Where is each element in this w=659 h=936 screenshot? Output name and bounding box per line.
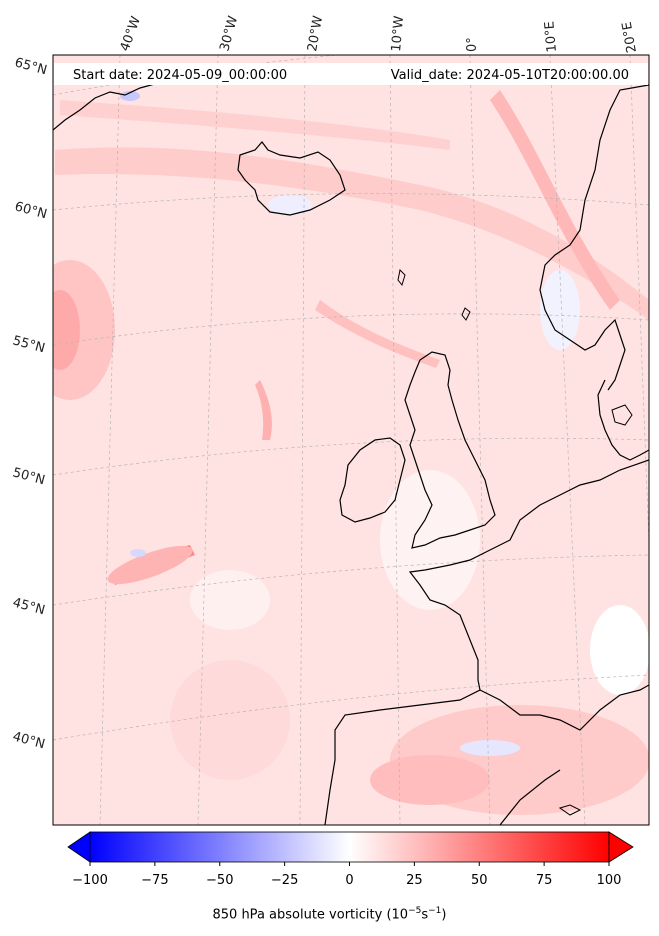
colorbar: −100 −75 −50 −25 0 25 50 75 100 [67,831,634,888]
lon-label: 0° [465,37,480,52]
lon-label: 20°W [305,15,326,53]
longitude-labels: 40°W 30°W 20°W 10°W 0° 10°E 20°E [118,14,640,54]
ireland-coast [339,437,406,523]
latitude-labels: 65°N 60°N 55°N 50°N 45°N 40°N [11,55,49,752]
graticule [53,55,649,825]
colorbar-label-mid: s [421,907,429,923]
lat-label: 50°N [11,465,47,488]
colorbar-tick-label: 50 [471,873,488,888]
map-frame [52,54,650,826]
colorbar-tick-label: 75 [536,873,553,888]
colorbar-tick-label: −25 [271,873,298,888]
lon-label: 20°E [620,21,640,54]
lat-label: 65°N [13,55,49,78]
colorbar-tick-label: 0 [345,873,353,888]
colorbar-tick-label: −75 [141,873,168,888]
colorbar-max-extend [608,831,634,863]
colorbar-ticks: −100 −75 −50 −25 0 25 50 75 100 [72,862,621,888]
lon-label: 40°W [118,14,144,53]
colorbar-bar [89,831,610,863]
colorbar-tick-label: 100 [597,873,622,888]
britain-coast [404,351,496,549]
iceland-coast [237,141,346,216]
mediterranean-coast [479,684,649,731]
colorbar-label-prefix: 850 hPa absolute vorticity (10 [212,907,409,923]
lat-label: 60°N [13,199,49,222]
norway-coast [539,84,649,391]
islands [397,268,633,816]
colorbar-label-suffix: ) [441,907,447,923]
start-date-text: Start date: 2024-05-09_00:00:00 [73,68,287,83]
colorbar-tick-label: −50 [206,873,233,888]
vorticity-field [53,90,649,815]
valid-date-text: Valid_date: 2024-05-10T20:00:00.00 [391,68,629,83]
colorbar-min-extend [67,831,91,863]
greenland-coast [53,77,166,131]
colorbar-label-exp1: −5 [408,906,422,916]
lon-label: 10°W [389,15,407,52]
europe-coast [324,459,649,825]
map-panel [53,55,649,825]
lon-label: 10°E [542,21,560,53]
spain-south-coast [499,769,561,825]
colorbar-label-exp2: −1 [428,906,442,916]
lat-label: 45°N [11,595,47,618]
coastlines [53,77,649,825]
lat-label: 40°N [11,729,47,752]
lon-label: 30°W [217,14,241,53]
lat-label: 55°N [11,333,47,356]
colorbar-tick-label: −100 [72,873,108,888]
colorbar-label: 850 hPa absolute vorticity (10−5s−1) [0,906,659,922]
header-band [54,63,648,85]
colorbar-tick-label: 25 [406,873,423,888]
denmark-coast [597,379,649,461]
